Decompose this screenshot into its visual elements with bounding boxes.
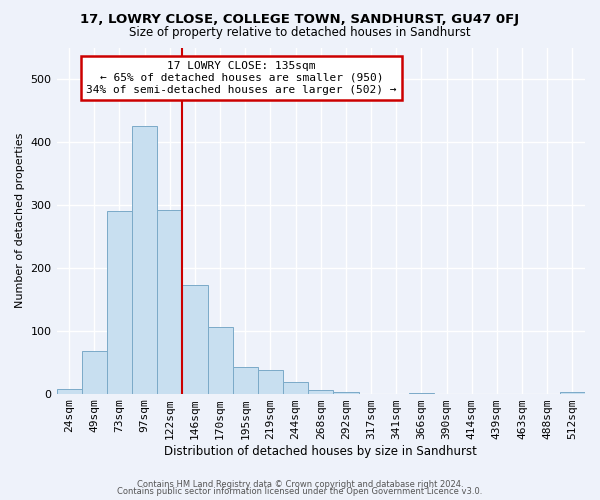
Bar (334, 392, 359, 394)
Bar (82, 351, 107, 394)
Text: Size of property relative to detached houses in Sandhurst: Size of property relative to detached ho… (129, 26, 471, 39)
X-axis label: Distribution of detached houses by size in Sandhurst: Distribution of detached houses by size … (164, 444, 477, 458)
Bar (560, 392, 585, 394)
Text: Contains HM Land Registry data © Crown copyright and database right 2024.: Contains HM Land Registry data © Crown c… (137, 480, 463, 489)
Y-axis label: Number of detached properties: Number of detached properties (15, 133, 25, 308)
Bar (182, 284, 208, 394)
Bar (409, 393, 434, 394)
Bar (233, 366, 258, 394)
Bar (283, 382, 308, 394)
Bar (56, 388, 82, 394)
Bar (308, 390, 334, 394)
Bar (132, 126, 157, 394)
Text: Contains public sector information licensed under the Open Government Licence v3: Contains public sector information licen… (118, 488, 482, 496)
Text: 17, LOWRY CLOSE, COLLEGE TOWN, SANDHURST, GU47 0FJ: 17, LOWRY CLOSE, COLLEGE TOWN, SANDHURST… (80, 12, 520, 26)
Bar (208, 327, 233, 394)
Text: 17 LOWRY CLOSE: 135sqm
← 65% of detached houses are smaller (950)
34% of semi-de: 17 LOWRY CLOSE: 135sqm ← 65% of detached… (86, 62, 397, 94)
Bar (258, 370, 283, 394)
Bar (107, 211, 132, 394)
Bar (157, 210, 182, 394)
